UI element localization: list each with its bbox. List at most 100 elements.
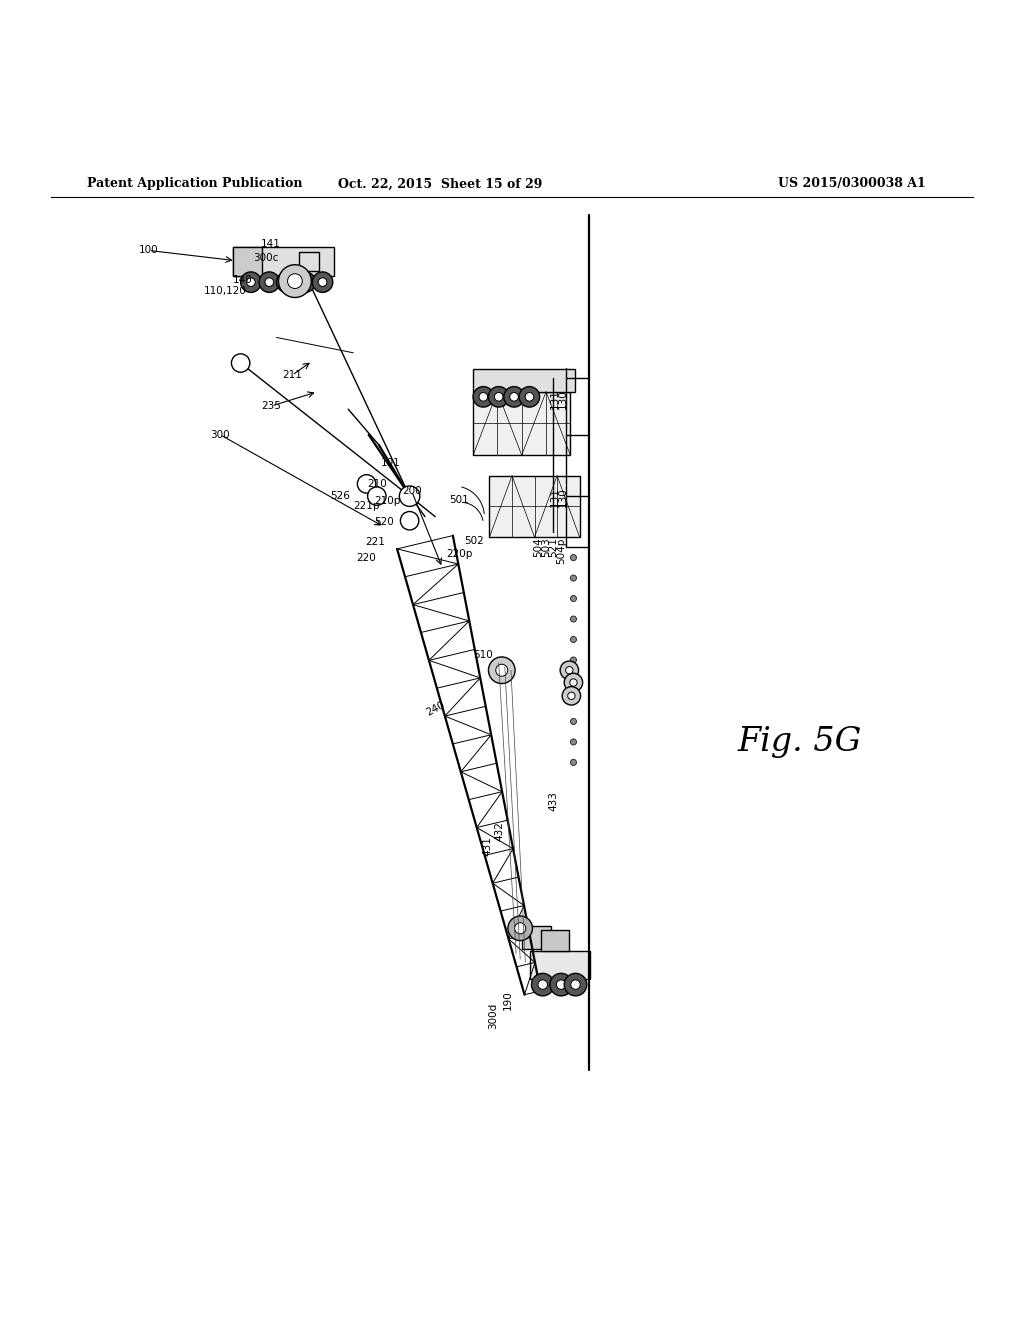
Circle shape: [519, 387, 540, 407]
Circle shape: [538, 979, 548, 989]
Text: 130: 130: [558, 487, 568, 507]
Circle shape: [368, 487, 386, 506]
Circle shape: [570, 576, 577, 581]
Text: 501: 501: [449, 495, 469, 506]
Bar: [541, 931, 569, 950]
Circle shape: [495, 392, 503, 401]
Text: 101: 101: [381, 458, 401, 469]
Circle shape: [570, 698, 577, 704]
Circle shape: [496, 664, 508, 676]
Text: 235: 235: [261, 401, 282, 411]
Circle shape: [488, 387, 509, 407]
Text: 221: 221: [365, 537, 385, 548]
Circle shape: [399, 486, 420, 507]
Circle shape: [565, 667, 573, 675]
Circle shape: [283, 277, 291, 286]
Circle shape: [295, 272, 315, 293]
Text: 220p: 220p: [446, 549, 473, 558]
Text: Fig. 5G: Fig. 5G: [737, 726, 861, 758]
Text: 220: 220: [356, 553, 377, 562]
Circle shape: [488, 657, 515, 684]
Circle shape: [569, 678, 578, 686]
Bar: [299, 252, 319, 271]
Circle shape: [570, 759, 577, 766]
Text: 141: 141: [260, 239, 281, 249]
Text: 200: 200: [401, 486, 422, 496]
Circle shape: [567, 692, 575, 700]
Text: US 2015/0300038 A1: US 2015/0300038 A1: [778, 177, 926, 190]
Circle shape: [479, 392, 487, 401]
Text: Oct. 22, 2015  Sheet 15 of 29: Oct. 22, 2015 Sheet 15 of 29: [338, 177, 543, 190]
Text: 131: 131: [550, 389, 560, 409]
Circle shape: [473, 387, 494, 407]
Text: 503: 503: [541, 537, 551, 557]
Circle shape: [556, 979, 566, 989]
Bar: [522, 927, 551, 949]
Circle shape: [241, 272, 261, 293]
Circle shape: [259, 272, 280, 293]
Text: 211: 211: [282, 371, 302, 380]
Circle shape: [318, 277, 327, 286]
Bar: [489, 475, 580, 537]
Circle shape: [564, 673, 583, 692]
Bar: [473, 392, 570, 455]
Circle shape: [508, 916, 532, 941]
Text: 131: 131: [550, 487, 560, 507]
Circle shape: [504, 387, 524, 407]
Text: 300: 300: [210, 430, 230, 440]
Text: 521: 521: [548, 537, 558, 557]
Circle shape: [231, 354, 250, 372]
Circle shape: [570, 595, 577, 602]
Text: 526: 526: [330, 491, 350, 502]
Circle shape: [515, 923, 525, 933]
Text: 300d: 300d: [488, 1003, 499, 1030]
Circle shape: [312, 272, 333, 293]
Text: 140: 140: [232, 275, 253, 285]
Text: 210: 210: [367, 479, 387, 488]
Text: Patent Application Publication: Patent Application Publication: [87, 177, 302, 190]
Circle shape: [564, 973, 587, 995]
Text: 130: 130: [558, 389, 568, 409]
Text: 300c: 300c: [254, 252, 279, 263]
Text: 190: 190: [503, 990, 513, 1010]
Circle shape: [510, 392, 518, 401]
Text: 510: 510: [473, 649, 494, 660]
Text: 502: 502: [464, 536, 484, 546]
Text: 110,120: 110,120: [204, 286, 247, 297]
Circle shape: [562, 686, 581, 705]
Text: 504: 504: [534, 537, 544, 557]
Circle shape: [570, 739, 577, 744]
Circle shape: [570, 979, 581, 989]
Circle shape: [570, 718, 577, 725]
Text: 432: 432: [495, 821, 505, 841]
Circle shape: [570, 636, 577, 643]
Circle shape: [525, 392, 534, 401]
Text: 221p: 221p: [353, 502, 380, 511]
Circle shape: [570, 554, 577, 561]
Bar: [233, 247, 334, 276]
Text: 504p: 504p: [556, 537, 566, 564]
Circle shape: [288, 273, 302, 289]
Bar: [233, 247, 262, 276]
Circle shape: [357, 475, 376, 494]
Circle shape: [400, 512, 419, 529]
Circle shape: [570, 677, 577, 684]
Circle shape: [265, 277, 273, 286]
Circle shape: [570, 657, 577, 663]
Text: 240: 240: [424, 700, 446, 718]
Text: 431: 431: [482, 837, 493, 857]
Text: 433: 433: [548, 792, 558, 812]
Circle shape: [279, 265, 311, 297]
Text: 210p: 210p: [374, 496, 400, 507]
Circle shape: [550, 973, 572, 995]
Bar: [473, 370, 575, 392]
Circle shape: [560, 661, 579, 680]
Text: 520: 520: [374, 516, 394, 527]
Circle shape: [247, 277, 255, 286]
Circle shape: [276, 272, 297, 293]
Bar: [530, 950, 590, 979]
Circle shape: [531, 973, 554, 995]
Circle shape: [301, 277, 309, 286]
Circle shape: [570, 616, 577, 622]
Text: 100: 100: [138, 246, 159, 255]
